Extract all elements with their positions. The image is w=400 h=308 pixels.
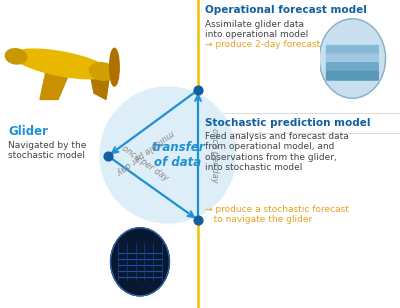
Polygon shape: [90, 75, 110, 99]
FancyBboxPatch shape: [326, 71, 378, 80]
Text: → produce a stochastic forecast
   to navigate the glider: → produce a stochastic forecast to navig…: [205, 205, 349, 225]
Circle shape: [100, 87, 236, 223]
Text: Glider: Glider: [8, 125, 48, 138]
Text: once per day: once per day: [210, 128, 219, 182]
Polygon shape: [40, 71, 70, 99]
Text: multiple per day: multiple per day: [114, 128, 176, 176]
Text: Feed analysis and forecast data
from operational model, and
observations from th: Feed analysis and forecast data from ope…: [205, 132, 349, 172]
Text: Stochastic prediction model: Stochastic prediction model: [205, 118, 370, 128]
Point: [195, 217, 201, 222]
Point: [105, 153, 111, 158]
Text: transfer
of data: transfer of data: [151, 141, 205, 169]
Text: Assimilate glider data
into operational model: Assimilate glider data into operational …: [205, 20, 308, 39]
Text: Operational forecast model: Operational forecast model: [205, 5, 367, 15]
Text: → produce 2-day forecast: → produce 2-day forecast: [205, 40, 320, 49]
Text: once per day: once per day: [120, 144, 170, 183]
FancyBboxPatch shape: [326, 54, 378, 63]
Text: Navigated by the
stochastic model: Navigated by the stochastic model: [8, 141, 86, 160]
Circle shape: [110, 228, 170, 296]
FancyBboxPatch shape: [326, 46, 378, 54]
Point: [195, 87, 201, 92]
Ellipse shape: [13, 49, 110, 79]
FancyBboxPatch shape: [326, 63, 378, 71]
Ellipse shape: [5, 49, 27, 64]
Ellipse shape: [89, 63, 116, 80]
Ellipse shape: [110, 48, 119, 86]
Circle shape: [319, 19, 386, 98]
